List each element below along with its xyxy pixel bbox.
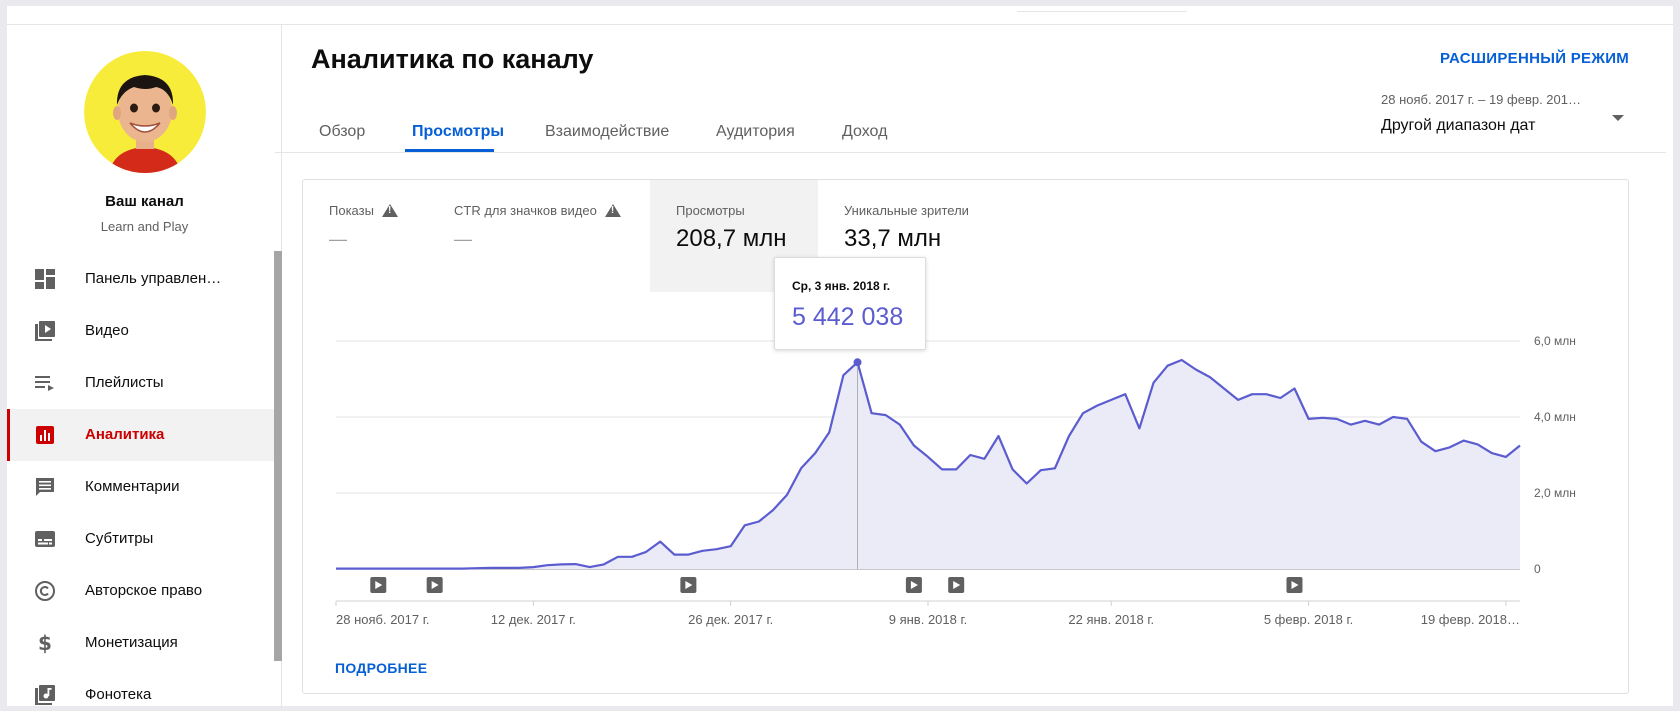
x-tick-label: 22 янв. 2018 г. [1068,612,1154,627]
sidebar-item-label: Авторское право [85,582,203,599]
series-line [336,358,1521,570]
tab-overview[interactable]: Обзор [319,123,366,140]
channel-subtitle: Learn and Play [100,219,189,234]
sidebar-item-subtitles[interactable]: Субтитры [7,513,274,565]
y-tick-label: 6,0 млн [1534,334,1576,348]
sidebar-item-audio-library[interactable]: Фонотека [7,669,274,706]
svg-text:$: $ [38,632,52,654]
y-tick-label: 4,0 млн [1534,410,1576,424]
x-tick-label: 28 нояб. 2017 г. [336,612,430,627]
dropdown-arrow-icon[interactable] [1612,115,1624,121]
sidebar-item-label: Субтитры [85,530,154,547]
tab-revenue[interactable]: Доход [842,123,888,140]
sidebar-item-label: Видео [85,322,129,339]
metric-label-text: Показы [329,203,374,218]
sidebar-item-playlists[interactable]: Плейлисты [7,357,274,409]
audio-library-icon [33,683,57,706]
series-area [336,360,1520,569]
y-tick-label: 0 [1534,562,1541,576]
avatar-image [84,51,206,173]
copyright-icon [33,579,57,603]
play-icon [910,581,918,589]
metric-ctr[interactable]: CTR для значков видео — [428,180,648,292]
sidebar: Ваш канал Learn and Play Панель управлен… [7,25,282,706]
sidebar-item-label: Фонотека [85,686,152,703]
metric-label: Просмотры [676,203,745,218]
metric-unique-viewers[interactable]: Уникальные зрители 33,7 млн [818,180,1038,292]
x-tick-label: 12 дек. 2017 г. [491,612,576,627]
highlight-point [853,358,862,367]
play-icon [375,581,383,589]
tooltip-value: 5 442 038 [792,303,904,331]
sidebar-item-monetization[interactable]: $ Монетизация [7,617,274,669]
top-bar-tab [1017,6,1187,12]
sidebar-item-label: Плейлисты [85,374,164,391]
sidebar-item-label: Аналитика [85,426,165,443]
play-icon [1291,581,1299,589]
metric-value: — [329,229,347,249]
metric-label: CTR для значков видео [454,203,621,218]
metric-label-text: CTR для значков видео [454,203,597,218]
more-details-link[interactable]: ПОДРОБНЕЕ [335,660,428,676]
metric-value: 208,7 млн [676,225,787,252]
sidebar-item-analytics[interactable]: Аналитика [7,409,274,461]
date-range-selector[interactable]: 28 нояб. 2017 г. – 19 февр. 201… Другой … [1381,92,1621,135]
sidebar-item-video[interactable]: Видео [7,305,274,357]
warning-icon [381,204,398,217]
tab-audience[interactable]: Аудитория [716,123,795,140]
header-divider [275,152,1666,153]
metric-label: Показы [329,203,398,218]
play-icon [953,581,961,589]
top-bar [7,6,1673,25]
sidebar-item-comments[interactable]: Комментарии [7,461,274,513]
metric-label: Уникальные зрители [844,203,969,218]
tooltip-date: Ср, 3 янв. 2018 г. [792,279,891,293]
sidebar-item-dashboard[interactable]: Панель управлен… [7,253,274,305]
x-tick-label: 5 февр. 2018 г. [1264,612,1353,627]
tab-engagement[interactable]: Взаимодействие [545,123,670,140]
video-icon [33,319,57,343]
metric-label-text: Уникальные зрители [844,203,969,218]
subtitles-icon [33,527,57,551]
chart-tooltip: Ср, 3 янв. 2018 г. 5 442 038 [774,257,926,350]
analytics-icon [33,423,57,447]
sidebar-item-label: Панель управлен… [85,270,222,287]
y-tick-label: 2,0 млн [1534,486,1576,500]
page-title: Аналитика по каналу [311,44,594,74]
metric-value: 33,7 млн [844,225,942,252]
channel-name: Ваш канал [105,193,184,210]
sidebar-item-copyright[interactable]: Авторское право [7,565,274,617]
playlist-icon [33,371,57,395]
metric-value: — [454,229,472,249]
warning-icon [604,204,621,217]
sidebar-scrollbar[interactable] [274,251,282,661]
sidebar-item-label: Комментарии [85,478,180,495]
active-tab-indicator [405,149,494,152]
metric-impressions[interactable]: Показы — [303,180,426,292]
dashboard-icon [33,267,57,291]
tab-views[interactable]: Просмотры [412,123,505,140]
sidebar-item-label: Монетизация [85,634,178,651]
date-range-selected: Другой диапазон дат [1381,117,1536,134]
x-tick-label: 9 янв. 2018 г. [889,612,968,627]
sidebar-nav: Панель управлен… Видео Плейлисты Аналити… [7,253,274,706]
x-tick-label: 26 дек. 2017 г. [688,612,773,627]
play-icon [685,581,693,589]
comment-icon [33,475,57,499]
play-icon [431,581,439,589]
advanced-mode-button[interactable]: РАСШИРЕННЫЙ РЕЖИМ [1440,50,1630,67]
dollar-icon: $ [33,631,57,655]
avatar[interactable] [84,51,206,173]
metric-label-text: Просмотры [676,203,745,218]
x-tick-label: 19 февр. 2018… [1421,612,1520,627]
